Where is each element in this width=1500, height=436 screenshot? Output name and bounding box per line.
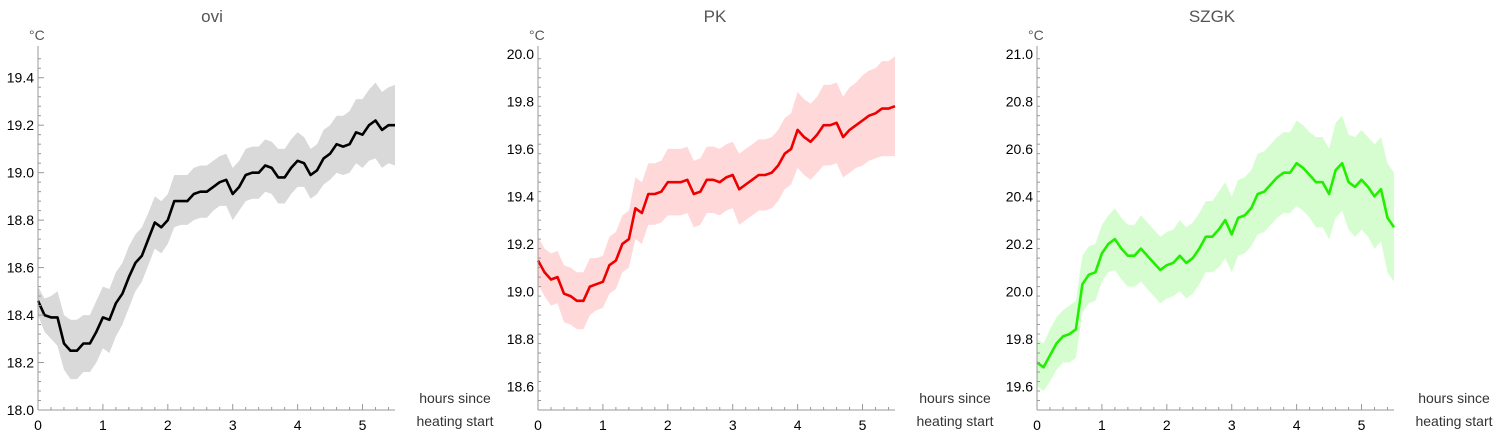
y-tick-label: 18.6: [507, 378, 534, 394]
y-tick-label: 18.2: [7, 355, 34, 371]
x-axis-label: hours since heating start: [416, 390, 493, 429]
x-axis-label: hours since heating start: [916, 390, 993, 429]
y-tick-label: 19.4: [507, 188, 534, 204]
series-line: [36, 119, 395, 352]
x-tick-label: 1: [599, 417, 607, 433]
y-tick-label: 19.8: [1006, 331, 1033, 347]
x-axis-label-line: heating start: [416, 413, 493, 429]
x-tick-label: 3: [229, 417, 237, 433]
y-tick-label: 18.6: [7, 260, 34, 276]
y-tick-label: 19.2: [507, 236, 534, 252]
y-tick-label: 20.0: [1006, 283, 1033, 299]
y-tick-label: 21.0: [1006, 46, 1033, 62]
chart-title: ovi: [201, 7, 223, 26]
x-tick-label: 2: [164, 417, 172, 433]
x-tick-label: 4: [294, 417, 302, 433]
x-tick-label: 4: [1293, 417, 1301, 433]
confidence-band: [538, 56, 895, 330]
x-tick-label: 1: [99, 417, 107, 433]
y-tick-label: 19.6: [1006, 378, 1033, 394]
y-axis-unit: °C: [1028, 27, 1044, 43]
y-tick-label: 19.4: [7, 70, 34, 86]
y-tick-label: 20.2: [1006, 236, 1033, 252]
y-tick-label: 20.8: [1006, 93, 1033, 109]
confidence-band: [38, 82, 395, 380]
y-tick-label: 20.6: [1006, 141, 1033, 157]
y-tick-label: 20.0: [507, 46, 534, 62]
x-tick-label: 5: [1358, 417, 1366, 433]
x-axis-label: hours since heating start: [1415, 390, 1492, 429]
series-line: [536, 104, 896, 303]
chart-panel-pk: PK °C 18.6 18.8 19.0 19.2 19.4 19.6 19.8 20.0 0 1 2 3…: [507, 7, 994, 433]
x-tick-label: 5: [359, 417, 367, 433]
x-tick-label: 3: [1228, 417, 1236, 433]
x-axis-label-line: hours since: [1418, 390, 1490, 406]
y-axis-unit: °C: [529, 27, 545, 43]
x-tick-label: 4: [794, 417, 802, 433]
y-tick-label: 18.8: [507, 331, 534, 347]
y-axis-unit: °C: [29, 27, 45, 43]
x-tick-label: 0: [534, 417, 542, 433]
chart-panel-szgk: SZGK °C 19.6 19.8 20.0 20.2 20.4 20.6 20.8 21.0 0 1…: [1006, 7, 1493, 433]
chart-title: SZGK: [1189, 7, 1236, 26]
x-axis-label-line: hours since: [419, 390, 491, 406]
chart-title: PK: [704, 7, 727, 26]
y-tick-label: 19.0: [7, 165, 34, 181]
confidence-band: [1037, 115, 1394, 391]
y-tick-label: 18.0: [7, 402, 34, 418]
x-tick-label: 3: [729, 417, 737, 433]
x-tick-label: 0: [34, 417, 42, 433]
y-tick-label: 20.4: [1006, 188, 1033, 204]
y-tick-label: 19.2: [7, 117, 34, 133]
x-axis-label-line: hours since: [919, 390, 991, 406]
chart-panel-ovi: ovi °C 18.0 18.2 18.4 18.6 18.8 19.0 19.2 19.4 0 1 2…: [7, 7, 494, 433]
y-tick-label: 19.8: [507, 93, 534, 109]
y-tick-label: 18.4: [7, 307, 34, 323]
x-tick-label: 2: [1163, 417, 1171, 433]
y-tick-label: 19.0: [507, 283, 534, 299]
y-tick-label: 18.8: [7, 212, 34, 228]
x-tick-label: 2: [664, 417, 672, 433]
y-tick-label: 19.6: [507, 141, 534, 157]
x-tick-label: 0: [1033, 417, 1041, 433]
x-axis-label-line: heating start: [1415, 413, 1492, 429]
x-tick-label: 1: [1098, 417, 1106, 433]
series-line: [1036, 161, 1396, 369]
x-axis-label-line: heating start: [916, 413, 993, 429]
x-tick-label: 5: [859, 417, 867, 433]
